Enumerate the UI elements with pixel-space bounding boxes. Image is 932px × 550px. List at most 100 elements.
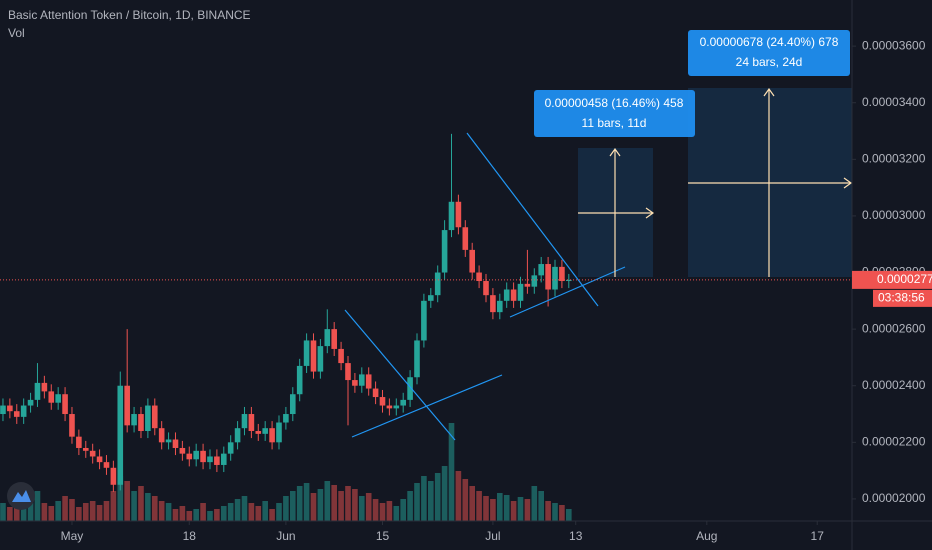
volume-bar: [393, 506, 400, 521]
volume-bar: [241, 496, 248, 521]
candle-body: [172, 439, 179, 448]
volume-bar: [296, 486, 303, 521]
candle-body: [379, 397, 386, 406]
candle-body: [559, 266, 565, 282]
candle-body: [566, 279, 572, 282]
candle-body: [234, 428, 241, 443]
volume-bar: [276, 503, 282, 521]
candle-body: [76, 436, 82, 448]
y-tick-label: 0.00002400: [862, 378, 926, 392]
candle-body: [303, 340, 310, 366]
volume-bar: [138, 486, 144, 521]
volume-bar: [407, 491, 413, 521]
candle-body: [552, 266, 558, 290]
candle-body: [207, 456, 213, 463]
volume-bar: [27, 499, 34, 521]
countdown-box: [873, 289, 932, 307]
volume-bar: [310, 493, 317, 521]
volume-bar: [289, 491, 296, 521]
y-tick-label: 0.00003600: [862, 38, 926, 52]
measure-span: 11 bars, 11d: [582, 116, 647, 130]
candle-body: [20, 405, 27, 417]
volume-bar: [103, 501, 110, 521]
arrow-head: [843, 177, 853, 189]
x-tick-label: 13: [569, 529, 583, 543]
x-tick-label: 17: [811, 529, 825, 543]
candle-body: [248, 414, 255, 432]
volume-bar: [227, 503, 234, 521]
volume-bar: [476, 491, 482, 521]
measure-box: 0.00000458 (16.46%) 458 11 bars, 11d: [534, 90, 695, 277]
candle-body: [200, 450, 206, 463]
volume-bar: [427, 481, 434, 521]
candle-body: [483, 281, 489, 296]
volume-bar: [469, 486, 475, 521]
volume-bar: [0, 503, 6, 521]
last-price-box: [852, 270, 932, 289]
volume-bar: [207, 511, 213, 521]
volume-bar: [262, 501, 268, 521]
measure-span: 24 bars, 24d: [736, 55, 803, 69]
volume-bar: [283, 496, 289, 521]
volume-bar: [48, 506, 55, 521]
volume-bar: [552, 503, 558, 521]
volume-bar: [317, 489, 324, 521]
candle-body: [241, 414, 248, 429]
volume-bar: [434, 473, 441, 521]
volume-bar: [186, 511, 193, 521]
last-price-label: 0.00002774: [877, 272, 932, 286]
candle-body: [414, 340, 420, 378]
volume-bar: [89, 501, 96, 521]
volume-bar: [41, 503, 48, 521]
volume-bar: [234, 499, 241, 521]
x-tick-label: Aug: [696, 529, 717, 543]
volume-bar: [510, 501, 517, 521]
volume-bar: [490, 499, 496, 521]
candle-body: [227, 442, 234, 454]
arrow-head: [763, 87, 775, 97]
volume-bar: [165, 503, 172, 521]
candle-body: [358, 374, 365, 386]
volume-bar: [13, 505, 20, 521]
candle-body: [517, 283, 524, 301]
y-tick-label: 0.00003000: [862, 208, 926, 222]
candle-body: [476, 272, 482, 282]
candle-body: [421, 300, 427, 341]
candle-body: [41, 382, 48, 392]
candle-body: [276, 422, 282, 443]
volume-bar: [158, 501, 165, 521]
measure-change: 0.00000678 (24.40%) 678: [700, 35, 839, 49]
volume-bar: [400, 499, 406, 521]
volume-bar: [421, 476, 427, 521]
measure-label: [688, 30, 850, 76]
candle-body: [110, 467, 117, 485]
candle-body: [55, 394, 61, 403]
volume-bar: [358, 496, 365, 521]
volume-bar: [151, 496, 158, 521]
candle-body: [490, 295, 496, 313]
volume-bar: [497, 493, 503, 521]
volume-bar: [20, 501, 27, 521]
candle-body: [179, 447, 186, 454]
candle-body: [255, 431, 262, 434]
x-tick-label: May: [61, 529, 84, 543]
candle-body: [338, 348, 344, 364]
measure-label: [534, 90, 695, 137]
volume-bar: [503, 495, 510, 521]
candle-body: [193, 450, 199, 460]
volume-bar: [124, 481, 130, 521]
arrow-head: [609, 147, 621, 157]
volume-bar: [82, 503, 89, 521]
candle-body: [545, 264, 551, 290]
candle-body: [352, 380, 358, 386]
candle-body: [186, 453, 193, 460]
candle-body: [372, 388, 379, 398]
volume-bar: [345, 486, 351, 521]
candle-body: [524, 283, 531, 287]
candle-body: [269, 428, 275, 443]
candle-body: [462, 227, 469, 250]
volume-bar: [96, 505, 103, 521]
candle-body: [124, 385, 130, 426]
